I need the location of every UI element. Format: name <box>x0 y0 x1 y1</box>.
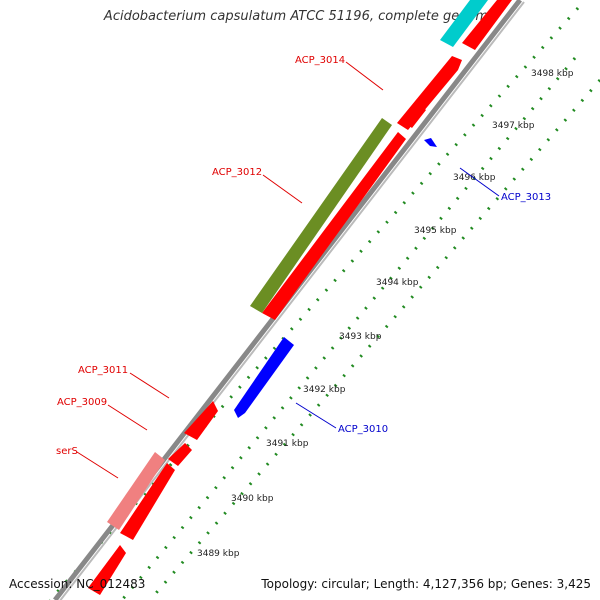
leader-line <box>295 402 337 429</box>
forward-cds-acp3012 <box>262 132 406 320</box>
pink-feature-sers <box>107 452 165 530</box>
dotted-ring-innermost <box>148 79 600 600</box>
kbp-label: 3491 kbp <box>266 439 309 449</box>
leader-line <box>107 404 148 431</box>
kbp-label: 3498 kbp <box>531 69 574 79</box>
green-feature-acp3012 <box>250 118 392 313</box>
gene-label: ACP_3012 <box>212 167 262 178</box>
forward-cds-b <box>403 103 426 128</box>
leader-line <box>129 372 170 399</box>
kbp-label: 3490 kbp <box>231 494 274 504</box>
leader-line <box>76 451 119 479</box>
forward-cds-top <box>462 0 512 50</box>
kbp-label: 3493 kbp <box>339 332 382 342</box>
kbp-label: 3495 kbp <box>414 226 457 236</box>
forward-cds-bottom <box>88 545 126 595</box>
kbp-label: 3489 kbp <box>197 549 240 559</box>
gene-label: ACP_3010 <box>338 424 388 435</box>
kbp-label: 3494 kbp <box>376 278 419 288</box>
forward-cds-acp3009 <box>168 443 192 466</box>
genome-title: Acidobacterium capsulatum ATCC 51196, co… <box>103 9 497 24</box>
gene-label: ACP_3011 <box>78 365 128 376</box>
forward-cds-sers <box>120 463 175 540</box>
gene-label: ACP_3014 <box>295 55 345 66</box>
cyan-feature <box>440 0 488 47</box>
dotted-ring-inner <box>120 57 577 600</box>
leader-line <box>345 61 384 91</box>
gene-label: ACP_3013 <box>501 192 551 203</box>
kbp-label: 3492 kbp <box>303 385 346 395</box>
accession-text: Accession: NC_012483 <box>9 577 146 591</box>
leader-line <box>262 174 303 204</box>
gene-label: serS <box>56 446 78 457</box>
leader-line <box>459 167 500 197</box>
forward-cds-acp3011 <box>184 401 218 440</box>
kbp-label: 3497 kbp <box>492 121 535 131</box>
reverse-cds-acp3013 <box>424 138 437 147</box>
genome-summary-text: Topology: circular; Length: 4,127,356 bp… <box>261 577 591 591</box>
reverse-cds-acp3010 <box>234 337 294 418</box>
gene-label: ACP_3009 <box>57 397 107 408</box>
